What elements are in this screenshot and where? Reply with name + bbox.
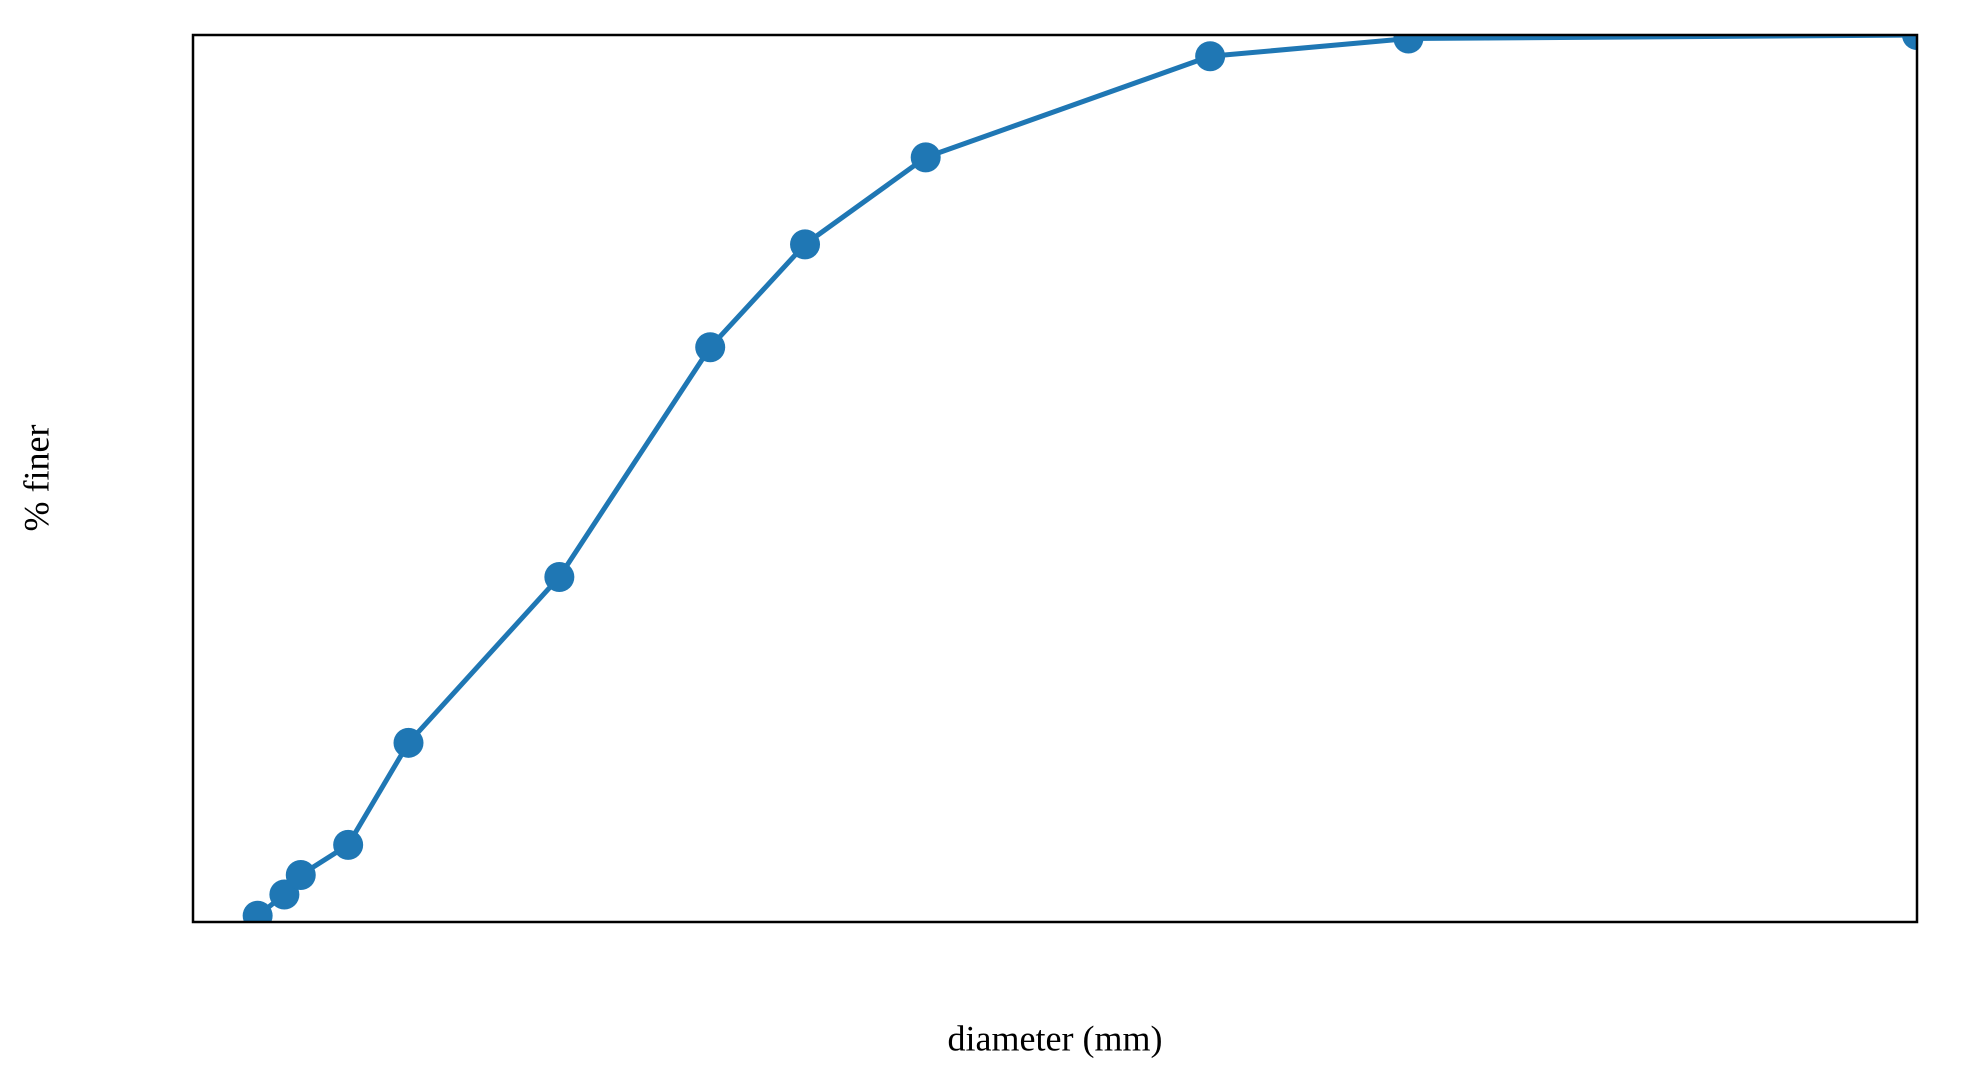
data-point xyxy=(1195,41,1226,72)
data-point xyxy=(1902,35,1917,50)
data-point xyxy=(910,142,941,173)
data-point xyxy=(790,229,821,260)
plot-frame xyxy=(191,33,1919,924)
data-point xyxy=(242,900,273,922)
data-line xyxy=(256,35,1917,918)
y-axis-label: % finer xyxy=(16,425,56,532)
data-point xyxy=(544,561,575,592)
data-point xyxy=(695,332,726,363)
data-point xyxy=(1393,35,1424,54)
data-point xyxy=(285,859,316,890)
x-axis-label: diameter (mm) xyxy=(948,1018,1163,1058)
data-point xyxy=(393,727,424,758)
data-point xyxy=(333,829,364,860)
